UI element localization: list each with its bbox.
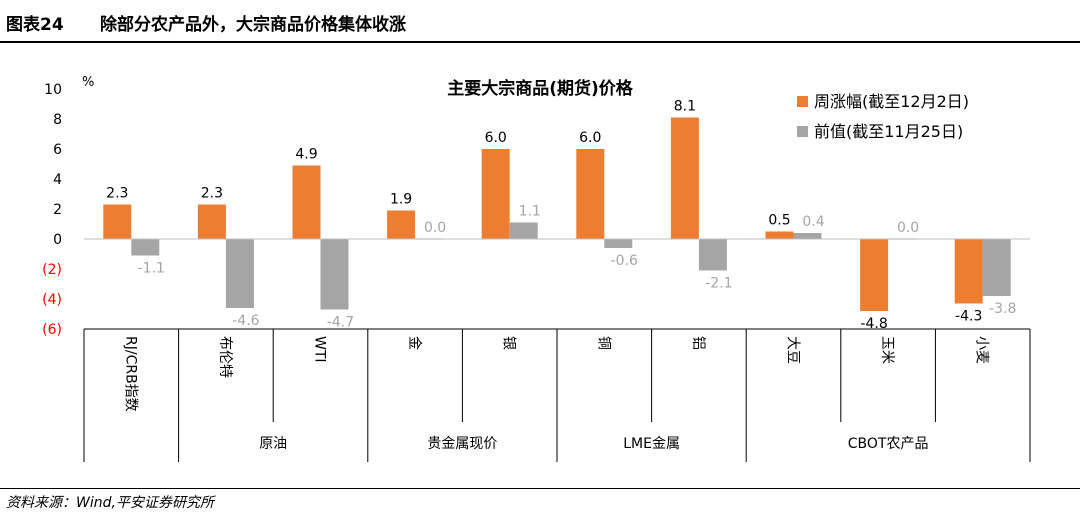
data-label-weekly: -4.3: [955, 309, 982, 325]
bar-previous: [698, 239, 727, 271]
bar-weekly: [481, 149, 510, 239]
data-label-weekly: 8.1: [674, 99, 696, 115]
y-tick-label: (2): [42, 262, 62, 278]
data-label-previous: -4.7: [327, 315, 354, 331]
legend-swatch: [797, 126, 808, 137]
data-label-weekly: 6.0: [485, 130, 507, 146]
y-tick-label: 6: [53, 142, 62, 158]
figure-label: 图表24: [6, 15, 64, 35]
bar-previous: [225, 239, 254, 308]
bar-labels: 2.3 2.3 4.9 1.9 6.0 6.0 8.1 0.5 -4.8 -4.3 -1.1 -4.6…: [106, 99, 1016, 333]
bar-previous: [982, 239, 1011, 296]
x-category-label: 大豆: [785, 336, 801, 364]
x-category-label: 金: [406, 336, 422, 350]
y-tick-label: 8: [53, 112, 62, 128]
y-axis-unit: %: [82, 75, 94, 90]
x-group-label: LME金属: [623, 436, 680, 452]
x-category-label: RJ/CRB指数: [122, 336, 138, 412]
x-category-label: 布伦特: [217, 336, 233, 378]
bar-weekly: [292, 165, 321, 239]
bar-previous: [131, 239, 160, 256]
x-group-label: CBOT农产品: [848, 436, 929, 452]
source-note: 资料来源：Wind,平安证券研究所: [6, 495, 214, 511]
y-tick-label: 0: [53, 232, 62, 248]
data-label-previous: 0.0: [897, 220, 919, 236]
data-label-weekly: 2.3: [201, 186, 223, 202]
data-label-previous: -2.1: [705, 276, 732, 292]
bar-previous: [509, 222, 538, 239]
y-tick-label: (4): [42, 292, 62, 308]
x-group-label: 原油: [259, 436, 287, 452]
footer: 资料来源：Wind,平安证券研究所: [0, 486, 1080, 521]
bar-weekly: [103, 204, 132, 239]
figure-header: 图表24 除部分农产品外，大宗商品价格集体收涨: [0, 0, 1080, 44]
data-label-weekly: 0.5: [768, 213, 790, 229]
bars: [103, 117, 1011, 311]
data-label-weekly: 2.3: [106, 186, 128, 202]
data-label-weekly: 1.9: [390, 192, 412, 208]
x-category-label: 小麦: [974, 336, 990, 364]
y-tick-label: 2: [53, 202, 62, 218]
x-category-label: 银: [501, 336, 517, 350]
y-tick-label: 10: [44, 82, 62, 98]
bar-previous: [604, 239, 633, 248]
bar-weekly: [670, 117, 699, 239]
bar-weekly: [860, 239, 889, 311]
x-category-label: WTI: [312, 336, 328, 363]
data-label-previous: 0.4: [802, 214, 824, 230]
data-label-previous: -0.6: [611, 253, 638, 269]
y-tick-label: (6): [42, 322, 62, 338]
data-label-weekly: -4.8: [860, 316, 887, 332]
y-tick-label: 4: [53, 172, 62, 188]
data-label-previous: -4.6: [232, 313, 259, 329]
bar-weekly: [576, 149, 605, 239]
price-chart: 主要大宗商品(期货)价格 % 10 8 6 4 2 0 (2) (4) (6) 2.3 2.3 4.…: [42, 75, 1031, 462]
bar-weekly: [954, 239, 983, 304]
footer-rule: [0, 488, 1080, 489]
x-category-label: 铜: [595, 336, 611, 350]
data-label-previous: 0.0: [424, 220, 446, 236]
bar-weekly: [197, 204, 226, 239]
header-rule: [0, 41, 1080, 43]
data-label-weekly: 6.0: [579, 130, 601, 146]
legend-swatch: [797, 96, 808, 107]
data-label-previous: -3.8: [989, 301, 1016, 317]
legend-label: 周涨幅(截至12月2日): [814, 92, 969, 111]
data-label-previous: 1.1: [519, 204, 541, 220]
bar-previous: [793, 233, 822, 239]
x-category-label: 铝: [690, 336, 706, 350]
data-label-previous: -1.1: [138, 261, 165, 277]
bar-weekly: [765, 231, 794, 239]
data-label-weekly: 4.9: [295, 147, 317, 163]
figure-title: 除部分农产品外，大宗商品价格集体收涨: [100, 15, 406, 35]
bar-weekly: [387, 210, 416, 239]
x-group-label: 贵金属现价: [427, 436, 497, 452]
legend-label: 前值(截至11月25日): [814, 122, 963, 141]
legend: 周涨幅(截至12月2日) 前值(截至11月25日): [797, 92, 969, 141]
bar-previous: [320, 239, 349, 310]
y-axis: 10 8 6 4 2 0 (2) (4) (6): [42, 82, 62, 338]
x-category-label: 玉米: [879, 336, 895, 364]
chart-title: 主要大宗商品(期货)价格: [447, 78, 634, 99]
